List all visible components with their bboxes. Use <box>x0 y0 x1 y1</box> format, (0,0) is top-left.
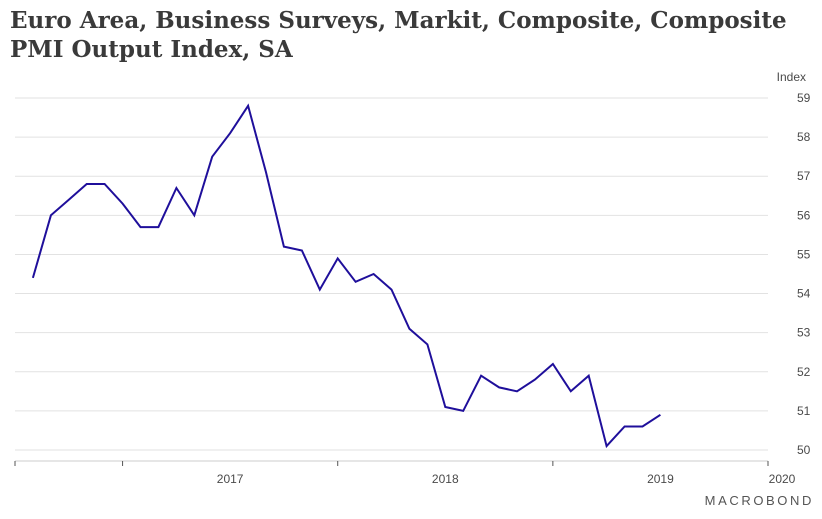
macrobond-logo: MACROBOND <box>705 493 814 508</box>
x-tick-label: 2019 <box>647 472 674 486</box>
y-tick-label: 53 <box>797 326 811 340</box>
y-tick-label: 50 <box>797 443 811 457</box>
y-tick-label: 51 <box>797 404 811 418</box>
x-tick-label: 2018 <box>432 472 459 486</box>
x-axis-ticks: 2017 2018 2019 2020 <box>14 461 796 486</box>
x-tick-label: 2017 <box>217 472 244 486</box>
y-tick-label: 55 <box>797 247 811 261</box>
gridlines <box>15 97 768 451</box>
y-axis-tick-labels: 50 51 52 53 54 55 56 57 58 59 <box>797 91 811 457</box>
y-tick-label: 59 <box>797 91 811 105</box>
series-line <box>31 103 661 449</box>
y-tick-label: 54 <box>797 287 811 301</box>
chart-title: Euro Area, Business Surveys, Markit, Com… <box>10 7 787 63</box>
y-tick-label: 52 <box>797 365 811 379</box>
y-axis-unit-label: Index <box>777 70 806 84</box>
x-tick-label: 2020 <box>769 472 796 486</box>
y-tick-label: 58 <box>797 130 811 144</box>
y-tick-label: 57 <box>797 169 811 183</box>
y-tick-label: 56 <box>797 208 811 222</box>
